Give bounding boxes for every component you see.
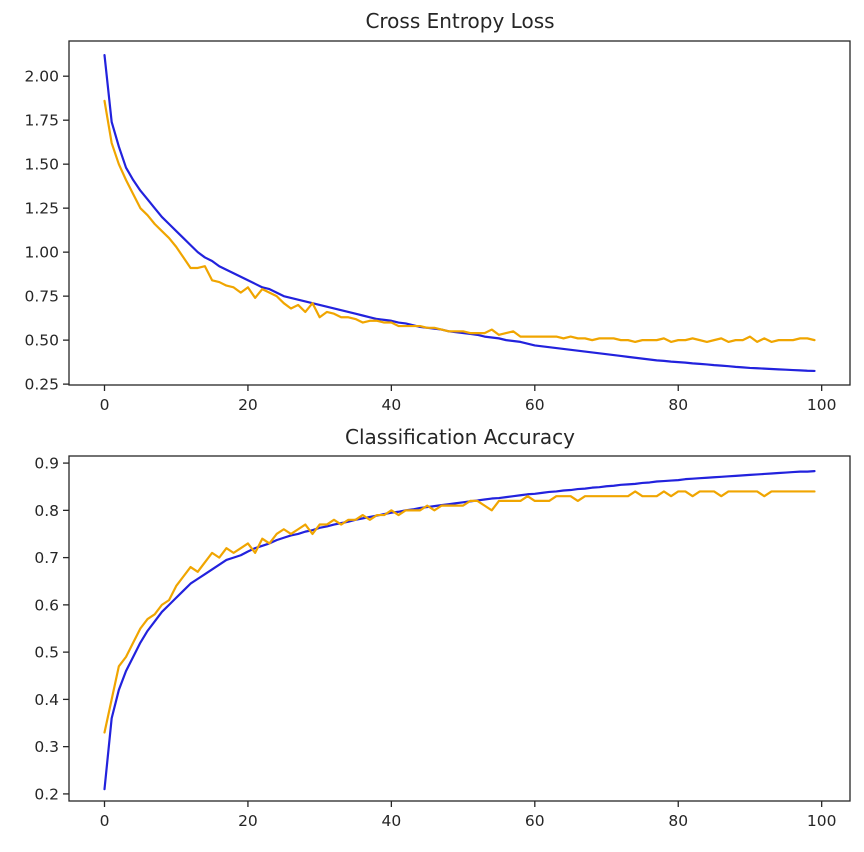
loss-y-tick-label: 1.00 <box>24 244 59 262</box>
loss-y-tick-label: 2.00 <box>24 68 59 86</box>
loss-x-tick-label: 100 <box>807 396 837 414</box>
loss-test-line <box>103 99 816 343</box>
loss-chart-title: Cross Entropy Loss <box>365 9 554 33</box>
loss-x-tick-label: 80 <box>668 396 688 414</box>
loss-x-tick-label: 0 <box>100 396 110 414</box>
accuracy-test-line <box>103 490 816 734</box>
loss-y-tick-label: 0.50 <box>24 332 59 350</box>
accuracy-x-tick-label: 40 <box>382 812 402 830</box>
loss-chart-frame <box>68 40 851 386</box>
accuracy-chart-marks <box>103 470 816 791</box>
loss-y-tick-label: 1.75 <box>24 112 59 130</box>
loss-x-tick-label: 40 <box>382 396 402 414</box>
loss-y-tick-label: 1.50 <box>24 156 59 174</box>
loss-chart: Cross Entropy Loss 0 20 40 60 80 1000.250.500… <box>24 9 851 414</box>
accuracy-x-tick-label: 0 <box>100 812 110 830</box>
accuracy-x-tick-label: 20 <box>238 812 258 830</box>
accuracy-chart-axes: 0 20 40 60 80 100 0.2 0.3 0.4 0.5 0.6 0.7 0.8 0.9 <box>34 455 836 830</box>
loss-y-tick-label: 1.25 <box>24 200 59 218</box>
accuracy-train-line <box>103 470 816 791</box>
accuracy-y-tick-label: 0.8 <box>34 502 59 520</box>
accuracy-chart-frame <box>68 455 851 802</box>
accuracy-x-tick-label: 80 <box>668 812 688 830</box>
accuracy-x-tick-label: 100 <box>807 812 837 830</box>
accuracy-y-tick-label: 0.2 <box>34 785 59 803</box>
loss-x-tick-label: 60 <box>525 396 545 414</box>
accuracy-y-tick-label: 0.6 <box>34 596 59 614</box>
accuracy-chart: Classification Accuracy 0 20 40 60 80 1000.20… <box>34 425 851 830</box>
loss-y-tick-label: 0.25 <box>24 376 59 394</box>
accuracy-y-tick-label: 0.4 <box>34 691 59 709</box>
accuracy-x-tick-label: 60 <box>525 812 545 830</box>
loss-chart-axes: 0 20 40 60 80 100 0.25 0.50 0.75 1.00 1.25 1.50 1.75… <box>24 68 836 414</box>
accuracy-y-tick-label: 0.5 <box>34 644 59 662</box>
loss-y-tick-label: 0.75 <box>24 288 59 306</box>
loss-chart-marks <box>103 53 816 373</box>
loss-x-tick-label: 20 <box>238 396 258 414</box>
loss-train-line <box>103 53 816 373</box>
accuracy-y-tick-label: 0.7 <box>34 549 59 567</box>
accuracy-y-tick-label: 0.9 <box>34 455 59 473</box>
accuracy-chart-title: Classification Accuracy <box>345 425 575 449</box>
accuracy-y-tick-label: 0.3 <box>34 738 59 756</box>
